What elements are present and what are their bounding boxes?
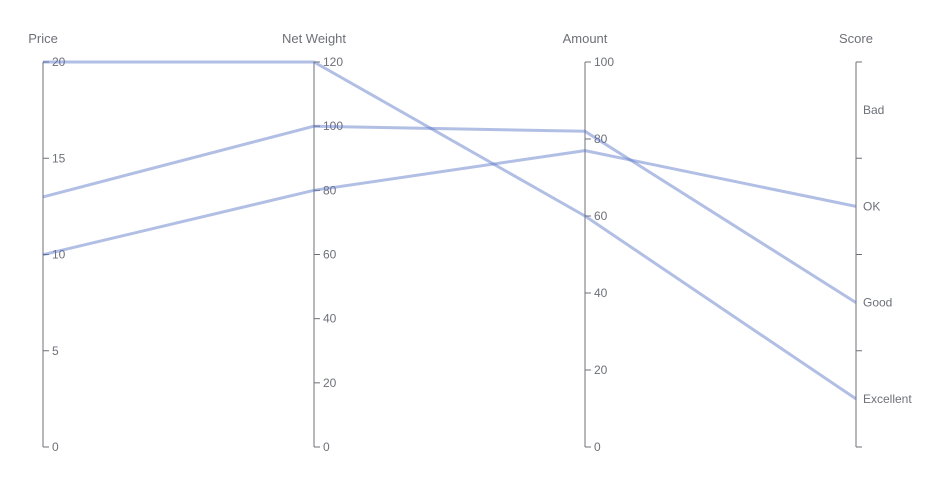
- axis-tick-label-amount-40: 40: [594, 286, 608, 300]
- axis-tick-label-amount-60: 60: [594, 209, 608, 223]
- axis-score: Score Excellent Good OK Bad: [839, 31, 912, 448]
- axis-tick-label-price-15: 15: [52, 151, 66, 165]
- series-line-3[interactable]: [43, 60, 857, 401]
- axis-name-score: Score: [839, 31, 873, 46]
- axis-tick-label-net-weight-80: 80: [323, 183, 337, 197]
- axis-name-net-weight: Net Weight: [282, 31, 346, 46]
- axis-tick-label-amount-20: 20: [594, 363, 608, 377]
- axis-tick-label-net-weight-120: 120: [323, 55, 343, 69]
- axis-tick-label-good: Good: [863, 296, 892, 310]
- axis-tick-label-ok: OK: [863, 199, 880, 213]
- axis-tick-label-net-weight-60: 60: [323, 248, 337, 262]
- series-line-2[interactable]: [42, 149, 857, 257]
- axis-tick-label-bad: Bad: [863, 103, 884, 117]
- axis-tick-label-price-10: 10: [52, 248, 66, 262]
- axis-tick-label-net-weight-20: 20: [323, 376, 337, 390]
- axis-name-amount: Amount: [563, 31, 608, 46]
- axis-tick-label-net-weight-100: 100: [323, 119, 343, 133]
- axis-tick-label-amount-80: 80: [594, 132, 608, 146]
- axis-tick-label-price-5: 5: [52, 344, 59, 358]
- series-line-1[interactable]: [42, 124, 857, 304]
- axis-tick-label-price-20: 20: [52, 55, 66, 69]
- axis-tick-label-price-0: 0: [52, 440, 59, 454]
- axis-tick-label-net-weight-40: 40: [323, 312, 337, 326]
- axis-tick-label-amount-0: 0: [594, 440, 601, 454]
- axis-name-price: Price: [28, 31, 58, 46]
- axis-amount: Amount 0 20 40 60 80 100: [563, 31, 615, 454]
- axis-net-weight: Net Weight 0 20 40 60 80 100 120: [282, 31, 346, 454]
- axis-tick-label-net-weight-0: 0: [323, 440, 330, 454]
- axis-price: Price 0 5 10 15 20: [28, 31, 65, 454]
- axis-tick-label-excellent: Excellent: [863, 392, 912, 406]
- axis-tick-label-amount-100: 100: [594, 55, 614, 69]
